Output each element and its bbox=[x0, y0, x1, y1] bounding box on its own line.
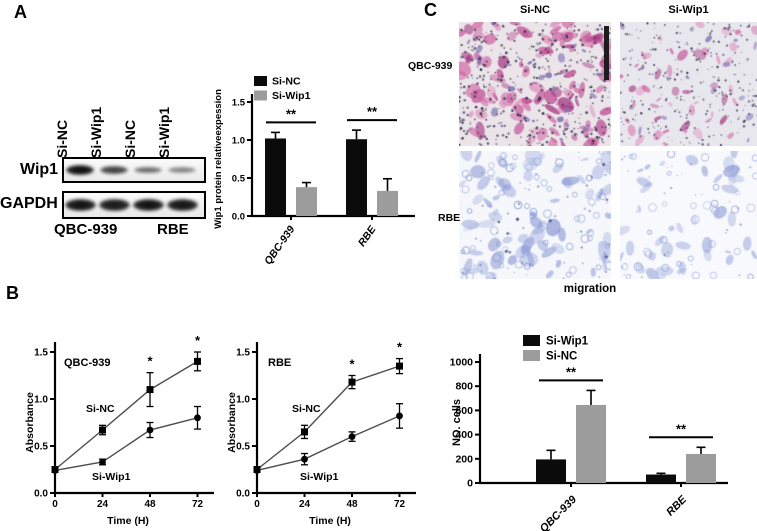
blot-group-label-rbe: RBE bbox=[157, 221, 189, 238]
proliferation-chart-rbe: 0.0 0.5 1.0 1.5 0 24 48 72 RBE Time (H) Absorbance… bbox=[226, 340, 416, 527]
svg-text:0.0: 0.0 bbox=[232, 212, 245, 223]
svg-text:Si-NC: Si-NC bbox=[546, 351, 577, 363]
svg-text:0.0: 0.0 bbox=[34, 489, 48, 500]
svg-text:QBC-939: QBC-939 bbox=[538, 493, 580, 531]
svg-text:Time (H): Time (H) bbox=[309, 515, 351, 527]
micrograph-header-si-nc: Si-NC bbox=[520, 4, 550, 16]
svg-text:0.5: 0.5 bbox=[232, 174, 246, 185]
svg-text:NO. cells: NO. cells bbox=[451, 399, 463, 446]
svg-text:Time (H): Time (H) bbox=[107, 515, 149, 527]
gapdh-row-label: GAPDH bbox=[0, 195, 58, 212]
svg-text:1.0: 1.0 bbox=[232, 136, 245, 147]
svg-text:1000: 1000 bbox=[450, 357, 474, 369]
svg-text:QBC-939: QBC-939 bbox=[262, 224, 297, 267]
blot-lane-label-4: Si-Wip1 bbox=[156, 106, 172, 158]
scale-bar bbox=[604, 26, 609, 80]
svg-text:1.0: 1.0 bbox=[34, 395, 48, 406]
svg-text:0.5: 0.5 bbox=[34, 442, 48, 453]
svg-text:Si-NC: Si-NC bbox=[272, 76, 301, 88]
svg-text:*: * bbox=[195, 333, 201, 348]
svg-text:0: 0 bbox=[254, 499, 260, 510]
micrograph-row-label-qbc939: QBC-939 bbox=[408, 60, 453, 72]
svg-text:24: 24 bbox=[299, 499, 311, 510]
svg-text:72: 72 bbox=[394, 499, 406, 510]
svg-text:*: * bbox=[397, 340, 403, 355]
wip1-expression-bar-chart: 0.0 0.5 1.0 1.5 QBC-939 ** RBE ** Si-NC Si-Wip1 Wi… bbox=[213, 76, 415, 267]
blot-lane-label-2: Si-Wip1 bbox=[88, 106, 104, 158]
svg-text:48: 48 bbox=[346, 499, 358, 510]
svg-text:RBE: RBE bbox=[268, 357, 291, 369]
svg-text:**: ** bbox=[367, 104, 378, 119]
micrograph-header-si-wip1: Si-Wip1 bbox=[668, 4, 709, 16]
svg-text:24: 24 bbox=[97, 499, 109, 510]
svg-text:1.0: 1.0 bbox=[236, 395, 250, 406]
svg-text:**: ** bbox=[566, 364, 577, 379]
blot-lane-label-1: Si-NC bbox=[54, 119, 70, 158]
blot-lane-label-3: Si-NC bbox=[122, 119, 138, 158]
svg-text:Si-Wip1: Si-Wip1 bbox=[92, 471, 131, 483]
svg-text:Absorbance: Absorbance bbox=[24, 392, 36, 453]
svg-text:Si-Wip1: Si-Wip1 bbox=[546, 336, 589, 348]
svg-text:Si-Wip1: Si-Wip1 bbox=[272, 90, 311, 102]
svg-text:48: 48 bbox=[144, 499, 156, 510]
migration-caption: migration bbox=[563, 283, 617, 295]
svg-text:0: 0 bbox=[52, 499, 58, 510]
micrograph-rbe-si-nc bbox=[459, 151, 611, 279]
svg-text:**: ** bbox=[286, 106, 297, 121]
svg-text:0: 0 bbox=[467, 478, 473, 490]
svg-text:Wip1 protein relativeexpession: Wip1 protein relativeexpession bbox=[213, 89, 224, 229]
gapdh-blot-image bbox=[62, 191, 206, 219]
svg-text:Si-NC: Si-NC bbox=[86, 403, 115, 415]
svg-text:*: * bbox=[349, 357, 355, 372]
micrograph-rbe-si-wip1 bbox=[620, 151, 757, 279]
svg-text:*: * bbox=[147, 354, 153, 369]
svg-text:72: 72 bbox=[192, 499, 204, 510]
svg-text:**: ** bbox=[676, 421, 687, 436]
svg-text:800: 800 bbox=[455, 381, 473, 393]
micrograph-qbc939-si-nc bbox=[459, 22, 611, 146]
svg-text:RBE: RBE bbox=[664, 493, 689, 518]
svg-text:Si-Wip1: Si-Wip1 bbox=[300, 471, 339, 483]
svg-text:Si-NC: Si-NC bbox=[292, 403, 321, 415]
micrograph-row-label-rbe: RBE bbox=[438, 212, 461, 224]
panel-b-label: B bbox=[6, 283, 19, 303]
panel-c-label: C bbox=[424, 0, 437, 20]
wip1-blot-image bbox=[62, 157, 206, 183]
svg-text:0.0: 0.0 bbox=[236, 489, 250, 500]
migration-cells-bar-chart: 0 200 400 600 800 1000 QBC-939 ** RBE ** Si-Wip1 Si… bbox=[450, 335, 728, 531]
panel-a-label: A bbox=[14, 2, 27, 22]
svg-text:400: 400 bbox=[455, 429, 473, 441]
wip1-row-label: Wip1 bbox=[20, 161, 59, 178]
svg-text:600: 600 bbox=[455, 405, 473, 417]
svg-text:1.5: 1.5 bbox=[236, 348, 250, 359]
svg-text:Absorbance: Absorbance bbox=[226, 392, 238, 453]
svg-text:QBC-939: QBC-939 bbox=[64, 357, 110, 369]
svg-text:1.5: 1.5 bbox=[232, 98, 246, 109]
svg-text:RBE: RBE bbox=[356, 223, 379, 249]
micrograph-qbc939-si-wip1 bbox=[620, 22, 757, 146]
svg-text:0.5: 0.5 bbox=[236, 442, 250, 453]
svg-text:1.5: 1.5 bbox=[34, 348, 48, 359]
blot-group-label-qbc939: QBC-939 bbox=[54, 221, 118, 238]
svg-text:200: 200 bbox=[455, 453, 473, 465]
proliferation-chart-qbc939: 0.0 0.5 1.0 1.5 0 24 48 72 QBC-939 Time (H) Absorb… bbox=[24, 333, 214, 527]
